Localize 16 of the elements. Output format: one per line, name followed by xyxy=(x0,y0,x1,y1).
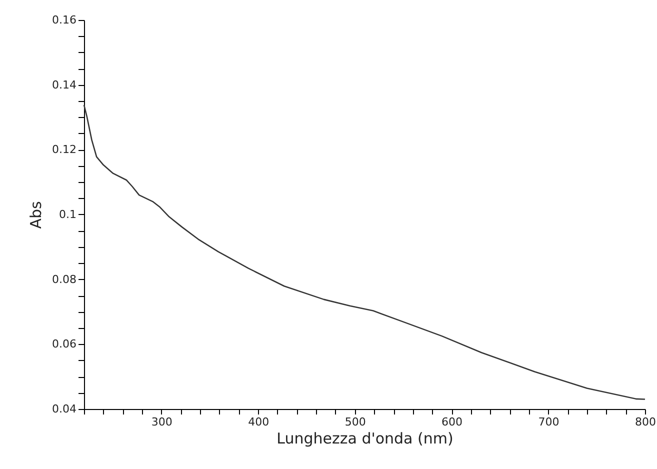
y-tick-label: 0.12 xyxy=(52,143,76,156)
y-tick-label: 0.16 xyxy=(52,14,76,26)
x-tick-label: 800 xyxy=(635,416,656,428)
x-tick-label: 700 xyxy=(538,416,560,428)
x-tick-label: 400 xyxy=(248,416,270,428)
x-tick-label: 600 xyxy=(442,416,463,428)
x-tick-label: 300 xyxy=(151,416,172,428)
y-tick-label: 0.06 xyxy=(52,338,76,351)
x-tick-label: 500 xyxy=(344,416,366,428)
x-axis-title: Lunghezza d'onda (nm) xyxy=(276,430,454,448)
y-tick-label: 0.08 xyxy=(52,272,76,286)
y-tick-label: 0.1 xyxy=(59,208,76,221)
y-axis-title: Abs xyxy=(27,201,46,229)
y-tick-label: 0.14 xyxy=(52,78,76,92)
line-series xyxy=(83,104,646,400)
y-tick-label: 0.04 xyxy=(52,402,76,416)
